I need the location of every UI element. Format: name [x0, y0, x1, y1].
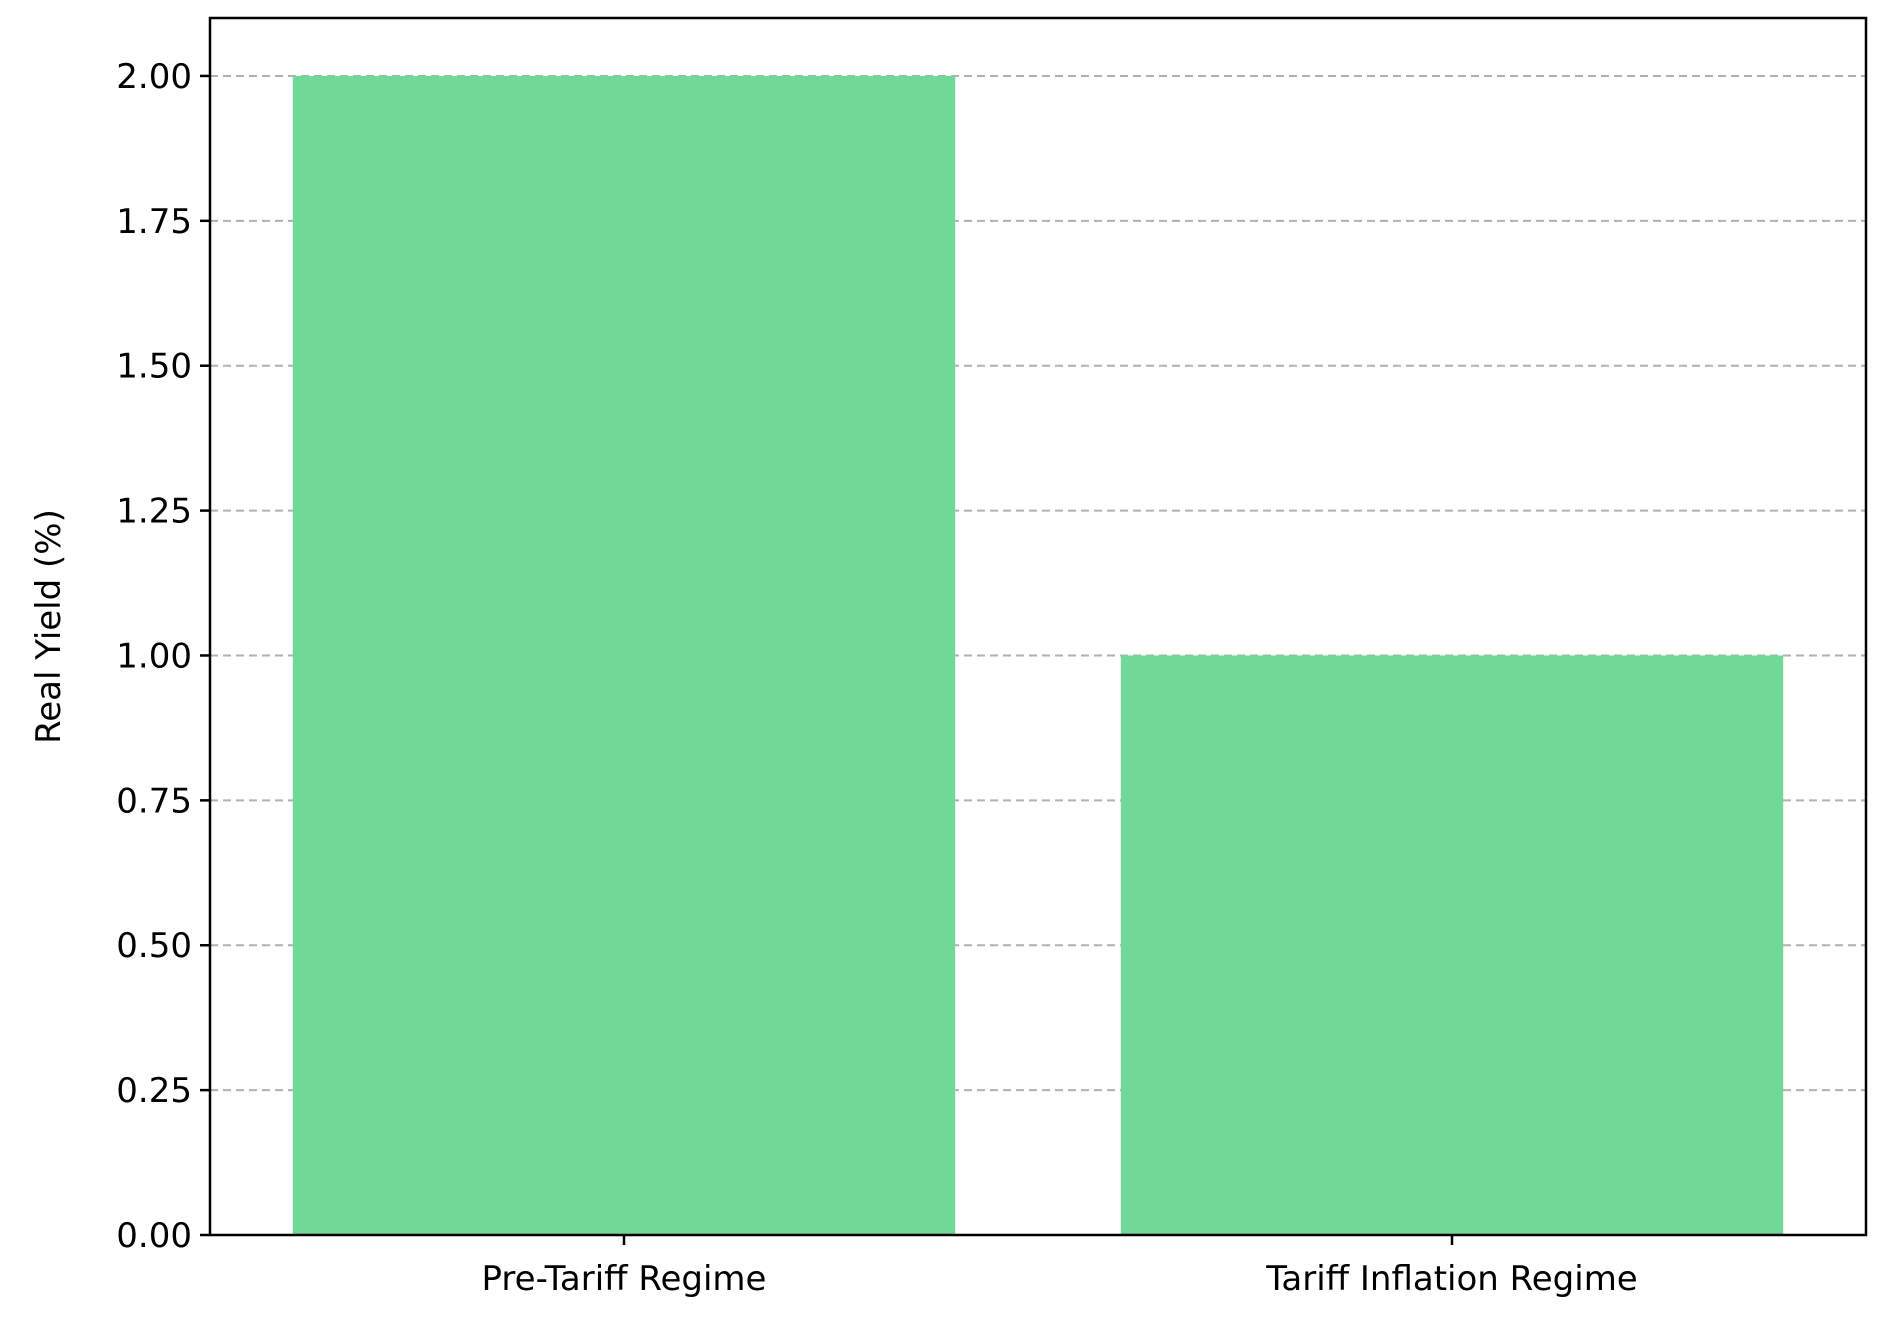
y-tick-label: 1.25 [116, 492, 192, 532]
y-tick-label: 2.00 [116, 57, 192, 97]
y-tick-label: 0.50 [116, 926, 192, 966]
y-tick-label: 0.25 [116, 1071, 192, 1111]
plot-area-frame [208, 16, 1868, 1237]
x-tick-label: Tariff Inflation Regime [1265, 1259, 1637, 1299]
bar [292, 75, 956, 1235]
bar [1120, 655, 1784, 1235]
y-tick-label: 0.00 [116, 1216, 192, 1256]
x-tick-label: Pre-Tariff Regime [482, 1259, 767, 1299]
y-tick-label: 0.75 [116, 781, 192, 821]
y-tick-label: 1.00 [116, 636, 192, 676]
y-tick-label: 1.50 [116, 347, 192, 387]
y-tick-label: 1.75 [116, 202, 192, 242]
bars [292, 75, 1784, 1235]
y-axis-ticks: 0.00 0.25 0.50 0.75 1.00 1.25 1.50 1.75 2.00 [116, 57, 210, 1256]
x-axis-ticks: Pre-Tariff Regime Tariff Inflation Regime [482, 1235, 1638, 1299]
y-axis-label: Real Yield (%) [29, 509, 69, 744]
